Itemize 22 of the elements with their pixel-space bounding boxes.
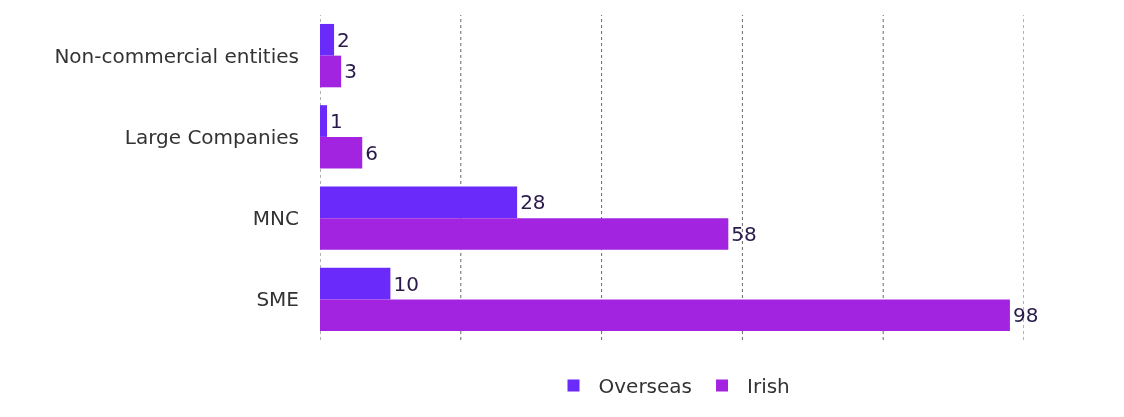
bar <box>320 23 335 56</box>
bar <box>320 299 1010 332</box>
bar <box>320 105 328 137</box>
bar <box>320 218 729 250</box>
data-label: 28 <box>520 190 546 215</box>
data-label: 10 <box>393 271 419 296</box>
data-label: 6 <box>365 140 378 165</box>
bar <box>320 136 363 169</box>
bar <box>320 186 518 219</box>
data-label: 1 <box>330 109 343 134</box>
bar <box>320 267 391 300</box>
data-label: 2 <box>337 27 350 52</box>
data-label: 58 <box>731 221 757 246</box>
y-tick-label: Large Companies <box>124 124 299 149</box>
y-tick-label: SME <box>256 287 299 312</box>
y-tick-label: MNC <box>252 206 299 231</box>
bar <box>320 55 342 88</box>
data-label: 3 <box>344 59 357 84</box>
legend-label: Overseas <box>598 374 693 399</box>
y-tick-label: Non-commercial entities <box>54 43 299 68</box>
legend-label: Irish <box>747 374 790 399</box>
data-label: 98 <box>1012 303 1039 328</box>
